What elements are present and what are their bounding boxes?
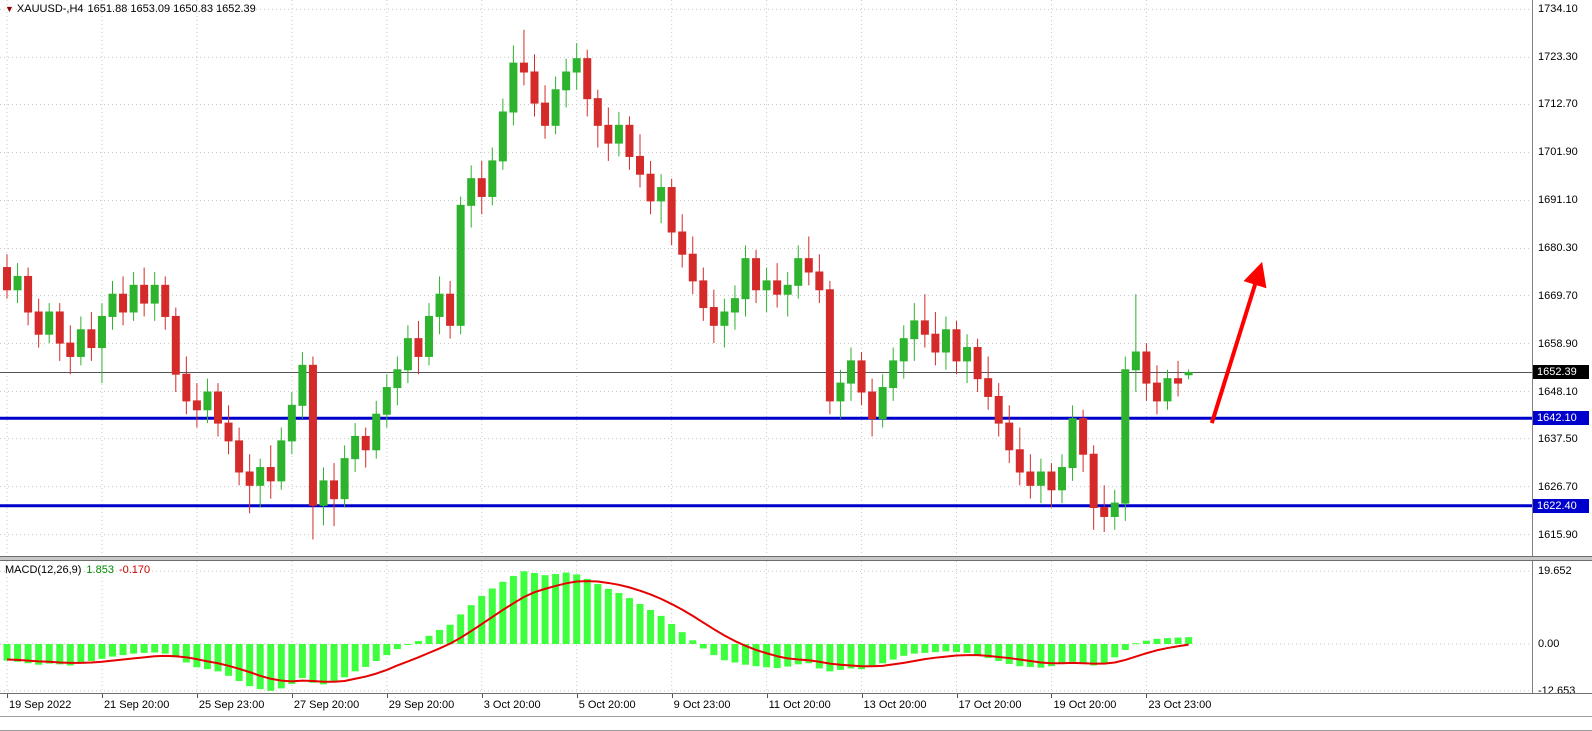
grid-lines: [0, 0, 1532, 556]
time-tick-label: 17 Oct 20:00: [958, 699, 1022, 711]
time-tick-mark: [7, 694, 8, 698]
time-tick-label: 23 Oct 23:00: [1148, 699, 1212, 711]
time-axis[interactable]: 19 Sep 2022 21 Sep 20:00 25 Sep 23:00 27 Se…: [0, 693, 1592, 716]
time-tick-mark: [1146, 694, 1148, 698]
macd-signal-line: [6, 580, 1189, 683]
macd-name: MACD(12,26,9): [5, 564, 82, 576]
time-tick-mark: [196, 694, 198, 698]
price-tick-label: 1648.10: [1538, 385, 1578, 398]
price-tick-label: 1734.10: [1538, 3, 1578, 16]
bottom-strip: [0, 716, 1592, 730]
time-tick-mark: [291, 694, 293, 698]
time-tick-mark: [956, 694, 958, 698]
symbol-marker-icon: ▼: [5, 4, 14, 14]
time-tick-label: 9 Oct 23:00: [673, 699, 731, 711]
time-tick-mark: [766, 694, 768, 698]
time-tick-label: 25 Sep 23:00: [198, 699, 265, 711]
time-tick-label: 5 Oct 20:00: [578, 699, 636, 711]
symbol-name: XAUUSD-,H4: [16, 3, 84, 15]
price-tick-label: 1615.90: [1538, 528, 1578, 541]
price-tick-label: 1701.90: [1538, 146, 1578, 159]
level-price-tag-2: 1622.40: [1533, 498, 1589, 513]
macd-tick-label: 0.00: [1538, 638, 1560, 650]
macd-main-value: 1.853: [86, 564, 114, 576]
price-axis[interactable]: 1734.10 1723.30 1712.70 1701.90 1691.10 1680.…: [1532, 0, 1592, 556]
price-tick-label: 1712.70: [1538, 98, 1578, 111]
time-tick-label: 19 Sep 2022: [9, 699, 72, 711]
time-tick-mark: [861, 694, 863, 698]
macd-indicator-label: MACD(12,26,9) 1.853 -0.170: [5, 564, 150, 576]
price-tick-label: 1723.30: [1538, 51, 1578, 64]
price-tick-label: 1691.10: [1538, 194, 1578, 207]
macd-histogram: [3, 571, 1193, 691]
macd-pane[interactable]: MACD(12,26,9) 1.853 -0.170: [0, 561, 1532, 693]
time-tick-mark: [101, 694, 103, 698]
trend-arrow[interactable]: [1209, 261, 1267, 424]
time-tick-mark: [386, 694, 388, 698]
time-tick-label: 19 Oct 20:00: [1053, 699, 1117, 711]
current-price-tag: 1652.39: [1533, 365, 1589, 380]
time-tick-label: 11 Oct 20:00: [768, 699, 831, 711]
time-tick-mark: [481, 694, 483, 698]
macd-axis[interactable]: 19.652 0.00 -12.653: [1532, 561, 1592, 697]
price-tick-label: 1680.30: [1538, 242, 1578, 255]
time-tick-label: 3 Oct 20:00: [483, 699, 541, 711]
time-tick-label: 13 Oct 20:00: [863, 699, 927, 711]
price-tick-label: 1626.70: [1538, 480, 1578, 493]
time-tick-label: 21 Sep 20:00: [103, 699, 170, 711]
time-tick-label: 29 Sep 20:00: [388, 699, 455, 711]
time-tick-label: 27 Sep 20:00: [293, 699, 360, 711]
time-tick-mark: [671, 694, 673, 698]
ohlc-values: 1651.88 1653.09 1650.83 1652.39: [87, 3, 256, 15]
macd-tick-label: 19.652: [1538, 565, 1572, 578]
price-chart-canvas[interactable]: [0, 0, 1532, 556]
price-tick-label: 1658.90: [1538, 337, 1578, 350]
price-tick-label: 1637.50: [1538, 432, 1578, 445]
time-tick-mark: [1051, 694, 1053, 698]
price-tick-label: 1669.70: [1538, 289, 1578, 302]
symbol-ohlc-label: ▼ XAUUSD-,H4 1651.88 1653.09 1650.83 1652.…: [5, 3, 260, 15]
macd-canvas[interactable]: [0, 561, 1532, 693]
macd-grid-lines: [0, 561, 1532, 693]
panel-splitter[interactable]: [0, 556, 1592, 561]
main-chart-pane[interactable]: ▼ XAUUSD-,H4 1651.88 1653.09 1650.83 1652.…: [0, 0, 1532, 556]
candles-group: [3, 29, 1193, 540]
macd-signal-value: -0.170: [118, 564, 151, 576]
level-price-tag-1: 1642.10: [1533, 411, 1589, 426]
time-tick-mark: [576, 694, 578, 698]
